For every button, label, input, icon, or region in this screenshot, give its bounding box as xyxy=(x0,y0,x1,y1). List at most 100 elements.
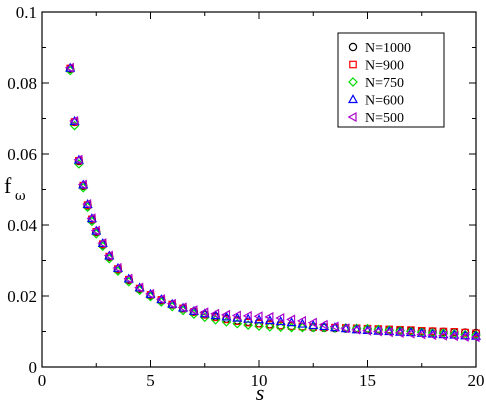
data-point xyxy=(318,319,328,330)
x-tick-label: 5 xyxy=(146,371,155,390)
y-tick-label: 0.06 xyxy=(7,145,37,164)
data-point xyxy=(416,329,426,340)
data-point xyxy=(242,310,252,321)
data-point xyxy=(64,62,74,73)
data-point xyxy=(167,298,178,308)
data-point xyxy=(155,294,165,305)
data-point xyxy=(145,288,156,298)
data-point xyxy=(104,250,115,260)
data-point xyxy=(65,62,76,72)
data-point xyxy=(145,288,155,299)
data-point xyxy=(231,310,241,321)
x-tick-label: 20 xyxy=(468,371,485,390)
data-point xyxy=(97,238,108,248)
data-point xyxy=(210,308,220,319)
data-point xyxy=(383,327,393,338)
data-point xyxy=(243,320,253,330)
data-point xyxy=(394,327,404,338)
legend-label: N=900 xyxy=(365,59,404,74)
data-point xyxy=(427,330,437,341)
data-point xyxy=(112,262,123,272)
y-tick-label: 0.1 xyxy=(16,3,37,22)
data-point xyxy=(156,294,167,304)
data-point xyxy=(166,298,176,309)
legend-label: N=750 xyxy=(365,76,404,91)
data-point xyxy=(286,314,296,325)
data-point xyxy=(296,315,306,326)
data-point xyxy=(372,326,382,337)
data-point xyxy=(340,323,351,333)
data-point xyxy=(97,238,107,249)
data-point xyxy=(351,324,361,335)
y-tick-label: 0 xyxy=(29,358,38,377)
data-point xyxy=(134,282,145,292)
y-tick-label: 0.04 xyxy=(7,216,37,235)
axis-ticks: 0 5 10 15 20 0 0.02 0.04 0.06 0.08 0.1 xyxy=(7,3,484,390)
data-point xyxy=(69,115,80,125)
data-point xyxy=(448,331,458,342)
data-point xyxy=(188,305,199,315)
data-point xyxy=(243,313,254,323)
data-point xyxy=(275,312,285,324)
data-point xyxy=(329,322,340,332)
data-point xyxy=(362,325,372,336)
data-point xyxy=(78,179,89,189)
data-point xyxy=(459,331,469,342)
legend: N=1000 N=900 N=750 N=600 N=500 xyxy=(337,32,445,128)
legend-marker xyxy=(349,60,357,69)
data-point xyxy=(82,199,92,210)
x-tick-label: 10 xyxy=(251,371,268,390)
data-point xyxy=(264,311,274,322)
data-point xyxy=(82,198,93,209)
data-point xyxy=(307,317,317,328)
data-point xyxy=(91,225,102,235)
data-point xyxy=(275,322,286,333)
legend-marker xyxy=(348,77,358,87)
data-point xyxy=(297,322,308,333)
data-point xyxy=(178,302,189,312)
data-point xyxy=(199,307,209,318)
data-point xyxy=(103,250,113,261)
x-tick-label: 0 xyxy=(38,371,47,390)
data-point xyxy=(265,322,275,332)
data-point xyxy=(86,213,97,223)
y-axis-label: f xyxy=(4,173,12,198)
data-point xyxy=(470,332,480,343)
x-axis-label: s xyxy=(256,380,265,405)
data-point xyxy=(77,179,87,190)
data-point xyxy=(221,317,232,327)
data-point xyxy=(405,328,415,339)
data-point xyxy=(329,321,339,332)
data-point xyxy=(255,319,263,328)
legend-label: N=500 xyxy=(365,111,404,126)
legend-marker xyxy=(348,42,358,52)
data-point xyxy=(286,317,297,327)
y-tick-label: 0.08 xyxy=(7,74,37,93)
legend-marker xyxy=(347,111,357,123)
data-point xyxy=(123,273,134,283)
data-point xyxy=(232,318,243,329)
data-point xyxy=(69,115,79,127)
data-point xyxy=(90,225,100,236)
legend-label: N=600 xyxy=(365,94,404,109)
y-tick-label: 0.02 xyxy=(7,287,37,306)
data-series xyxy=(64,62,482,343)
data-point xyxy=(86,213,96,224)
data-point xyxy=(297,318,308,328)
data-point xyxy=(221,309,231,320)
data-point xyxy=(177,302,187,313)
data-point xyxy=(73,154,84,164)
data-point xyxy=(438,330,448,341)
data-point xyxy=(340,323,350,334)
data-point xyxy=(254,321,264,332)
data-point xyxy=(188,305,198,316)
data-point xyxy=(308,320,319,330)
data-point xyxy=(112,262,122,273)
y-axis-label-subscript: ω xyxy=(15,189,26,204)
data-point xyxy=(286,322,297,333)
data-point xyxy=(73,154,83,165)
legend-marker xyxy=(347,94,359,104)
data-point xyxy=(266,320,274,329)
data-point xyxy=(123,273,133,284)
